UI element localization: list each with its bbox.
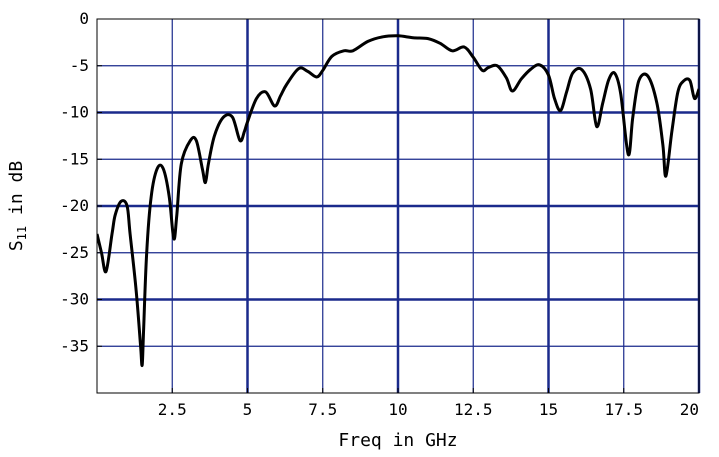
y-tick-label: -15 bbox=[60, 149, 89, 168]
x-tick-label: 12.5 bbox=[454, 400, 493, 419]
y-tick-label: -30 bbox=[60, 290, 89, 309]
x-tick-label: 5 bbox=[243, 400, 253, 419]
y-tick-label: 0 bbox=[79, 9, 89, 28]
y-axis-title-rest: in dB bbox=[6, 161, 27, 226]
y-axis-title-main: S bbox=[6, 240, 27, 251]
x-axis-title: Freq in GHz bbox=[338, 430, 457, 451]
x-tick-label: 17.5 bbox=[604, 400, 643, 419]
y-tick-label: -5 bbox=[70, 56, 89, 75]
x-tick-label: 20 bbox=[680, 400, 699, 419]
x-tick-label: 15 bbox=[539, 400, 558, 419]
y-tick-label: -25 bbox=[60, 243, 89, 262]
grid bbox=[97, 19, 701, 393]
y-axis-title: S11 in dB bbox=[6, 161, 29, 251]
x-tick-label: 7.5 bbox=[308, 400, 337, 419]
y-axis-title-subscript: 11 bbox=[15, 226, 29, 240]
series-line bbox=[97, 34, 699, 368]
series-layer bbox=[97, 34, 699, 368]
y-tick-label: -35 bbox=[60, 336, 89, 355]
y-tick-label: -10 bbox=[60, 103, 89, 122]
x-tick-label: 10 bbox=[388, 400, 407, 419]
y-tick-label: -20 bbox=[60, 196, 89, 215]
x-tick-label: 2.5 bbox=[158, 400, 187, 419]
axis-ticks: 2.5 5 7.5 10 12.5 15 17.5 20 0 -5 -10 -15 -20 -25 -30 -… bbox=[60, 9, 700, 419]
